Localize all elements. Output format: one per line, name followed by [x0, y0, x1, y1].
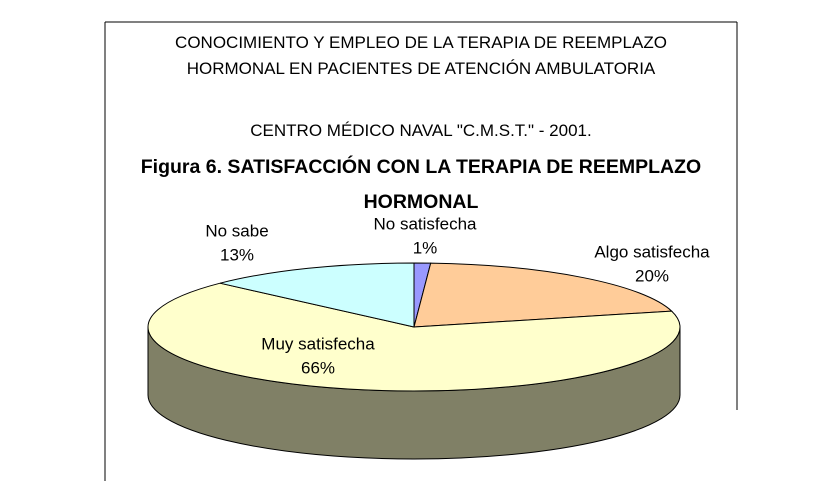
pie-slice [147, 282, 681, 392]
slice-value-label: 1% [413, 238, 438, 257]
slice-value-label: 13% [220, 245, 254, 264]
pie-slice [219, 262, 415, 328]
slice-label: Muy satisfecha [261, 334, 375, 353]
slice-value-label: 66% [301, 358, 335, 377]
chart-subtitle: CENTRO MÉDICO NAVAL "C.M.S.T." - 2001. [250, 121, 592, 140]
slice-label: No sabe [205, 221, 268, 240]
slice-label: No satisfecha [374, 214, 478, 233]
pie-slice [413, 262, 673, 328]
figure-title: Figura 6. SATISFACCIÓN CON LA TERAPIA DE… [140, 156, 702, 213]
slice-value-label: 20% [635, 266, 669, 285]
chart-title: CONOCIMIENTO Y EMPLEO DE LA TERAPIA DE R… [175, 33, 667, 78]
slice-label: Algo satisfecha [594, 242, 710, 261]
